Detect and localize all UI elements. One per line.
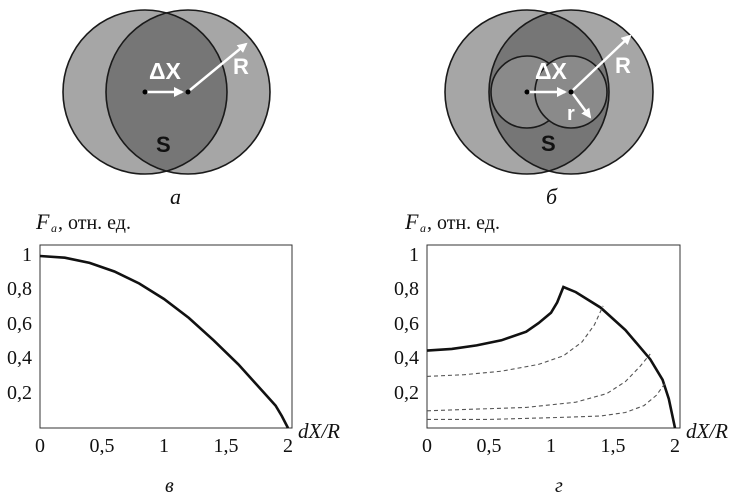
chart-v-ytick-2: 0,6	[7, 312, 32, 335]
chart-g-series-3-dashed-line	[427, 382, 666, 420]
diagram-a-radius-arrow	[189, 42, 248, 91]
diagram-b-area-label: S	[541, 131, 556, 156]
chart-g-caption: г	[555, 475, 563, 497]
chart-g-xtick-4: 2	[670, 435, 680, 457]
chart-g-series-0-line	[426, 285, 677, 429]
diagram-b-left-outline	[444, 9, 610, 175]
chart-v-xtick-0: 0	[35, 435, 45, 457]
diagram-b-radius-label: R	[615, 53, 631, 78]
diagram-a-right-outline	[105, 9, 271, 175]
diagram-a-dx-label: ΔX	[149, 58, 181, 84]
diagram-b-left-center	[524, 89, 530, 95]
diagram-a-left-outline	[62, 9, 228, 175]
diagram-a-caption: а	[170, 184, 181, 209]
chart-g-xtick-1: 0,5	[476, 435, 502, 457]
chart-v-ytick-4: 0,2	[7, 381, 32, 404]
chart-g-ytick-0: 1	[409, 244, 419, 266]
diagram-a-radius-label: R	[233, 54, 249, 79]
chart-g-xlabel: dX/R	[686, 419, 728, 443]
diagram-a-area-label: S	[156, 132, 171, 157]
chart-v-ytick-3: 0,4	[7, 347, 32, 370]
chart-v-xtick-2: 1	[159, 435, 169, 457]
chart-v-xtick-1: 0,5	[89, 435, 115, 457]
chart-v-ylabel-sub: a	[51, 221, 57, 235]
diagram-b-caption: б	[546, 184, 558, 209]
diagram-b-right-outline	[488, 9, 654, 175]
chart-g-ytick-2: 0,6	[394, 312, 419, 335]
chart-v-xlabel: dX/R	[298, 419, 340, 443]
chart-g-ytick-3: 0,4	[394, 347, 419, 370]
chart-g-series-2-dashed-line	[426, 353, 651, 412]
chart-g-frame	[426, 244, 681, 429]
diagram-b-small-radius-label: r	[567, 103, 575, 125]
chart-g-ylabel-main: F	[405, 209, 419, 234]
chart-g-xtick-0: 0	[422, 435, 432, 457]
chart-v-ylabel-main: F	[36, 209, 50, 234]
chart-g-ytick-4: 0,2	[394, 381, 419, 404]
chart-g-ylabel-sub: a	[420, 221, 426, 235]
diagram-b-right-center	[568, 89, 574, 95]
chart-v-xtick-4: 2	[283, 435, 293, 457]
chart-v-frame	[39, 244, 293, 429]
diagram-a-right-center	[185, 89, 191, 95]
chart-v-series-0-line	[39, 254, 290, 429]
chart-g-ytick-1: 0,8	[394, 278, 419, 301]
chart-v-ylabel-units: , отн. ед.	[58, 212, 131, 234]
chart-g-xtick-3: 1,5	[600, 435, 626, 457]
diagram-b-dx-label: ΔX	[535, 58, 567, 84]
chart-v-caption: в	[165, 475, 174, 497]
chart-g-series-1-dashed-line	[426, 305, 604, 377]
chart-g-ylabel-units: , отн. ед.	[427, 212, 500, 234]
chart-v-ytick-0: 1	[22, 244, 32, 266]
chart-g-xtick-2: 1	[546, 435, 556, 457]
chart-v-ytick-1: 0,8	[7, 278, 32, 301]
chart-v-xtick-3: 1,5	[213, 435, 239, 457]
diagram-b-radius-arrow	[572, 34, 632, 91]
diagram-b-small-radius-arrow	[571, 93, 592, 119]
diagram-a-left-center	[142, 89, 148, 95]
